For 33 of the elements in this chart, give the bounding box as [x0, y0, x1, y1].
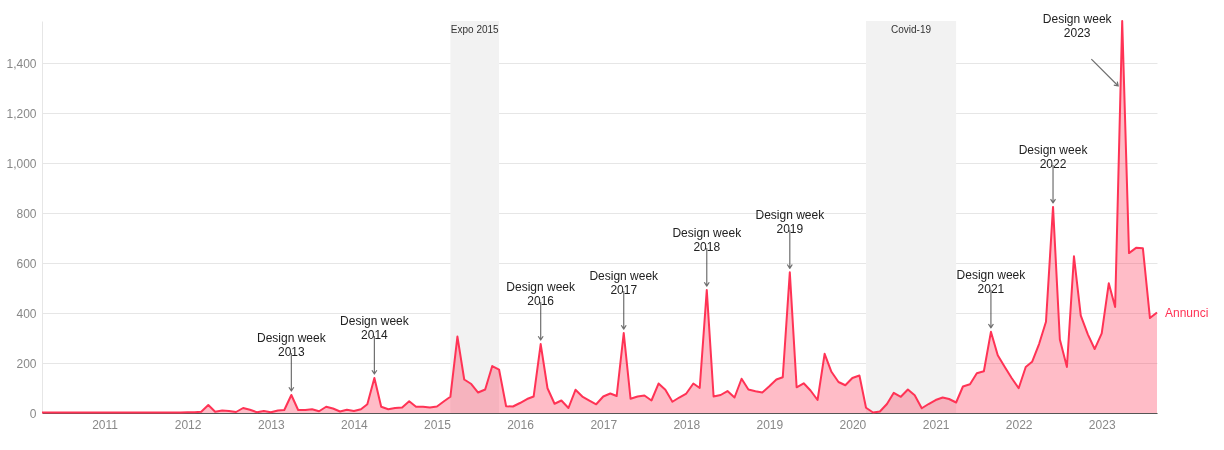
y-tick-label: 800: [16, 206, 37, 221]
annotation: Design week 2023: [1042, 12, 1113, 40]
y-tick-label: 200: [16, 356, 37, 371]
band-label: Expo 2015: [450, 24, 500, 35]
y-tick-label: 1,400: [6, 56, 37, 71]
x-tick-label: 2019: [756, 417, 784, 432]
y-tick-label: 400: [16, 306, 37, 321]
annotation: Design week 2013: [256, 331, 327, 360]
x-tick-label: 2022: [1005, 417, 1033, 432]
y-tick-label: 600: [16, 256, 37, 271]
band-label: Covid-19: [891, 24, 932, 35]
y-tick-label: 1,200: [6, 106, 37, 121]
x-tick-label: 2021: [922, 417, 950, 432]
x-tick-label: 2020: [839, 417, 867, 432]
annotation: Design week 2022: [1018, 142, 1089, 171]
x-tick-label: 2014: [341, 417, 369, 432]
x-tick-label: 2013: [258, 417, 286, 432]
annotation: Design week 2021: [956, 267, 1027, 296]
annotation: Design week 2018: [672, 226, 743, 255]
x-tick-label: 2017: [590, 417, 618, 432]
annotation: Design week 2016: [506, 280, 577, 309]
series-label: Annunci: [1165, 305, 1209, 320]
y-tick-label: 1,000: [6, 156, 37, 171]
x-tick-label: 2018: [673, 417, 701, 432]
x-tick-label: 2015: [424, 417, 452, 432]
y-tick-label: 0: [29, 406, 37, 421]
x-tick-label: 2016: [507, 417, 535, 432]
x-tick-label: 2023: [1088, 417, 1116, 432]
annotation: Design week 2014: [340, 314, 410, 343]
x-tick-label: 2011: [92, 417, 119, 432]
annotation: Design week 2017: [589, 269, 660, 298]
annotation: Design week 2019: [755, 208, 826, 237]
x-tick-label: 2012: [174, 417, 202, 432]
